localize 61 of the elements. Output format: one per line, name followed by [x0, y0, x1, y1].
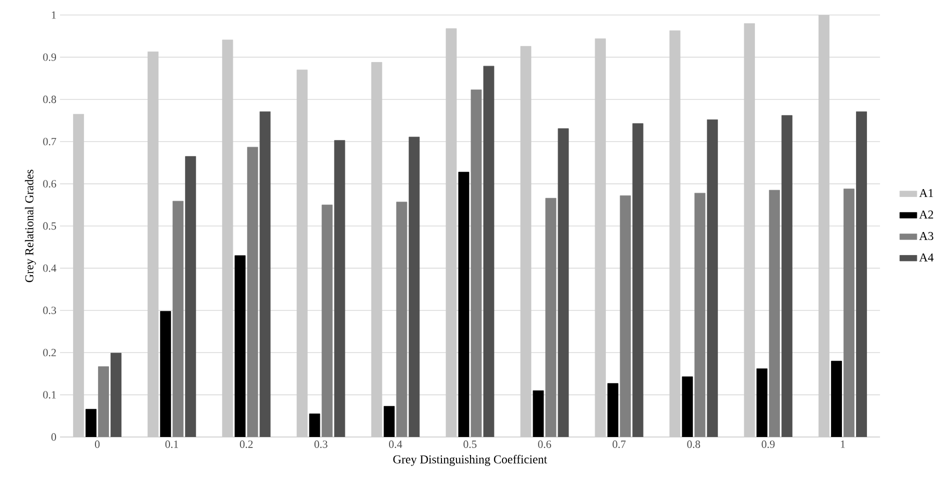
y-tick-label: 0.8	[43, 96, 56, 104]
bar	[185, 156, 196, 437]
legend-label: A4	[919, 253, 934, 262]
x-tick-label: 0.3	[314, 440, 328, 448]
y-tick-label: 0.3	[43, 306, 56, 314]
x-tick-label: 0.9	[762, 440, 775, 448]
bar	[620, 195, 631, 437]
bar	[856, 111, 867, 437]
bar	[260, 111, 271, 437]
bar	[545, 198, 556, 437]
x-tick-label: 0.5	[464, 440, 476, 448]
bar	[682, 376, 693, 437]
bar	[396, 202, 408, 437]
y-tick-label: 0.4	[43, 264, 56, 272]
bar	[768, 190, 780, 437]
bar	[558, 128, 569, 437]
y-tick-label: 0.6	[43, 180, 56, 188]
x-tick-label: 0.2	[240, 440, 253, 448]
x-tick-label: 1	[840, 440, 845, 448]
y-tick-label: 0.2	[43, 348, 56, 356]
y-tick-label: 0.1	[43, 391, 56, 399]
bar	[632, 123, 644, 437]
x-axis-title: Grey Distinguishing Coefficient	[393, 454, 548, 466]
bar	[844, 188, 854, 437]
bar	[110, 352, 122, 437]
y-tick-label: 0.5	[43, 222, 56, 230]
x-tick-label: 0	[94, 440, 100, 448]
bar	[532, 390, 544, 437]
legend-label: A1	[919, 189, 934, 198]
bar	[470, 89, 482, 437]
legend-label: A2	[919, 210, 934, 218]
y-tick-label: 0	[51, 433, 56, 441]
bar	[706, 119, 718, 437]
y-tick-label: 0.7	[43, 138, 56, 146]
x-tick-label: 0.1	[165, 440, 178, 448]
bar	[781, 115, 792, 437]
bar	[384, 406, 395, 437]
x-tick-label: 0.6	[538, 440, 552, 448]
bar	[160, 311, 172, 437]
bar	[98, 366, 109, 437]
bar	[86, 408, 96, 437]
x-tick-label: 0.8	[687, 440, 700, 448]
bar	[756, 368, 768, 437]
bar	[831, 360, 842, 437]
x-tick-label: 0.4	[389, 440, 402, 448]
y-tick-label: 1	[52, 11, 56, 19]
bar	[322, 204, 333, 437]
bar	[694, 192, 706, 437]
bar	[408, 136, 420, 437]
y-axis-title: Grey Relational Grades	[24, 170, 36, 282]
x-tick-label: 0.7	[612, 440, 626, 448]
bar	[172, 200, 184, 437]
bar	[334, 140, 346, 437]
bar	[483, 66, 494, 437]
legend-label: A3	[919, 232, 934, 240]
bar	[607, 383, 618, 437]
bar	[458, 172, 470, 437]
bar	[234, 255, 246, 437]
y-tick-label: 0.9	[43, 53, 56, 61]
bar	[247, 146, 258, 437]
bar	[309, 414, 320, 437]
